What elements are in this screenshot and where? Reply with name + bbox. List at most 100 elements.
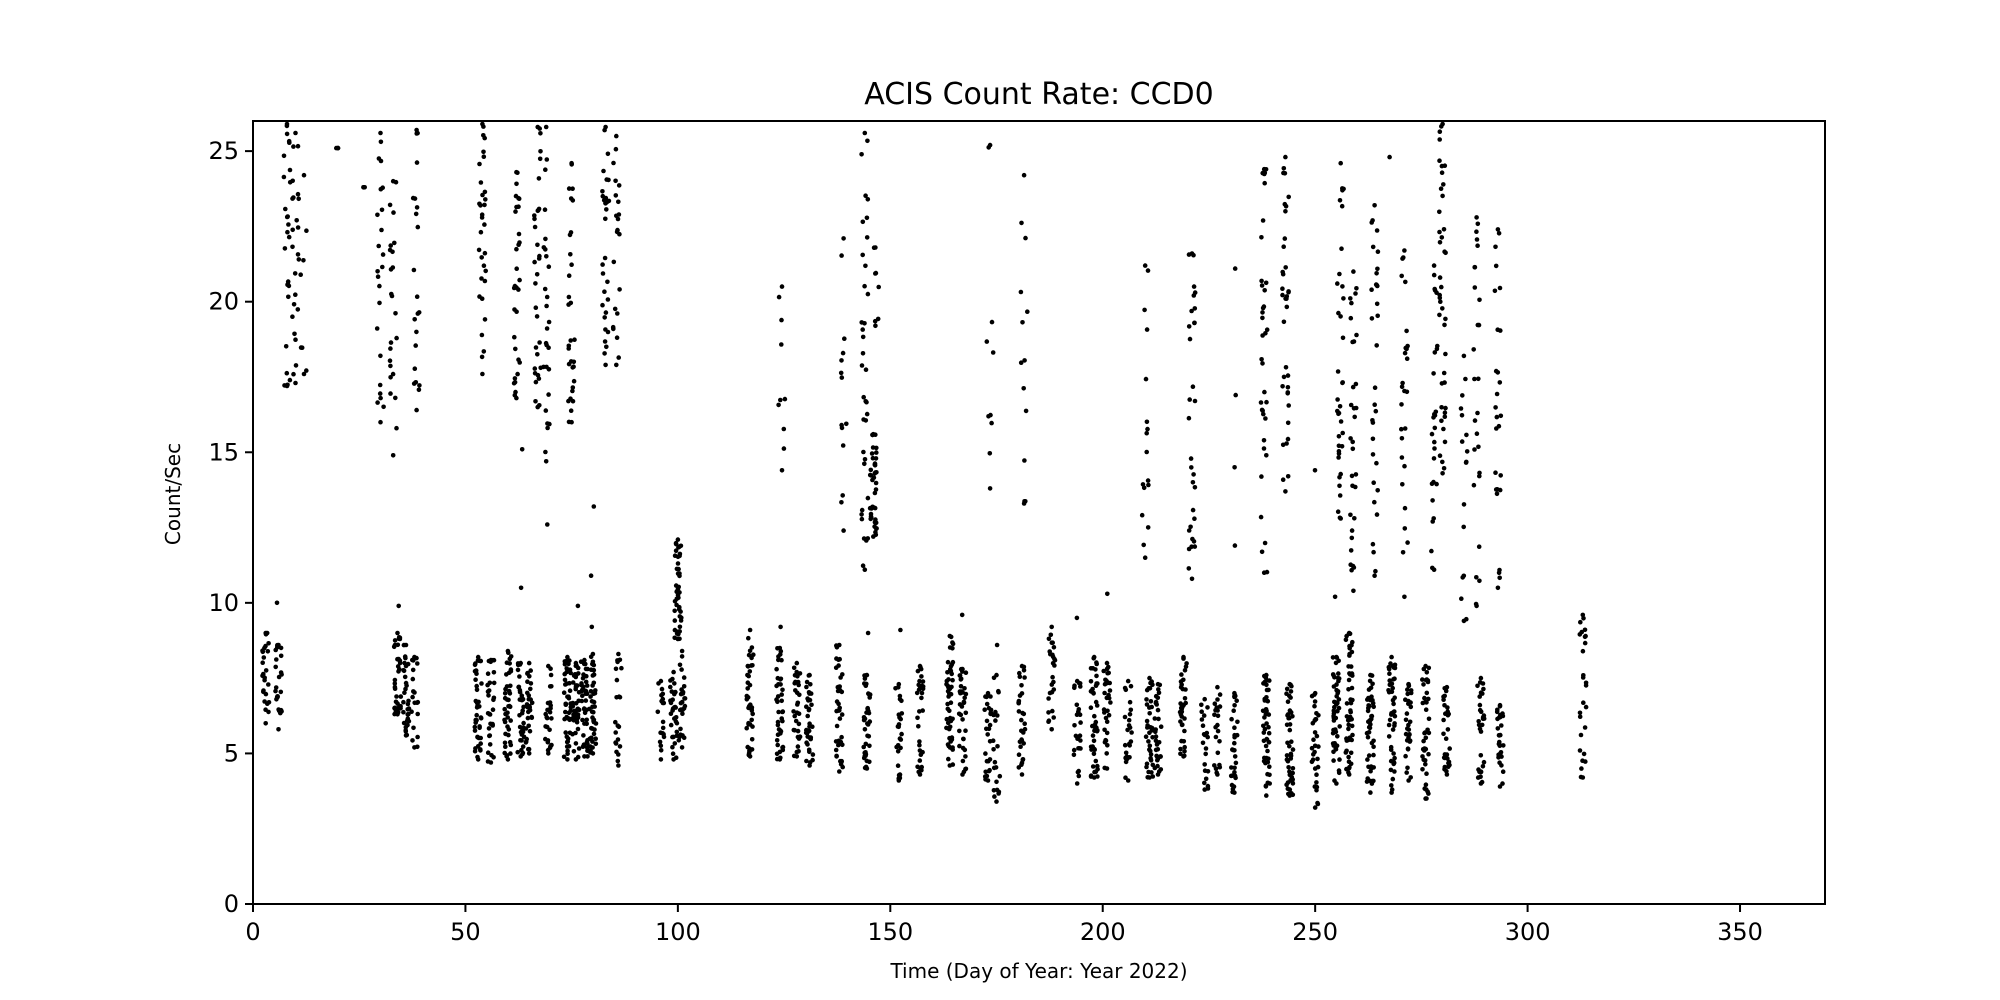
data-point-2602 xyxy=(1421,682,1426,687)
data-point-1802 xyxy=(1145,525,1151,530)
data-point-2674 xyxy=(1441,227,1447,232)
data-point-522 xyxy=(528,668,533,673)
y-tick-label-5: 5 xyxy=(224,739,239,767)
data-point-2360 xyxy=(1348,717,1353,722)
data-point-539 xyxy=(534,272,540,277)
data-point-2731 xyxy=(1444,684,1450,690)
data-point-1146 xyxy=(795,679,801,685)
data-point-2142 xyxy=(1282,171,1288,176)
data-point-343 xyxy=(478,203,483,208)
data-point-1612 xyxy=(1017,674,1023,679)
data-point-1610 xyxy=(1019,691,1025,696)
data-point-2301 xyxy=(1338,419,1344,424)
data-point-2860 xyxy=(1495,716,1500,722)
data-point-2583 xyxy=(1406,701,1411,706)
data-point-1320 xyxy=(865,705,870,711)
data-point-568 xyxy=(541,364,546,370)
data-point-2622 xyxy=(1421,757,1426,762)
data-point-1836 xyxy=(1147,686,1153,691)
data-point-2027 xyxy=(1232,266,1238,271)
data-point-1764 xyxy=(1104,660,1110,666)
data-point-2571 xyxy=(1408,704,1414,710)
data-point-2109 xyxy=(1264,678,1270,683)
data-point-1628 xyxy=(1022,458,1027,463)
data-point-1369 xyxy=(876,284,881,290)
data-point-2105 xyxy=(1265,780,1271,786)
data-point-2303 xyxy=(1341,296,1346,301)
data-point-2495 xyxy=(1387,671,1392,676)
data-point-2453 xyxy=(1370,436,1376,442)
data-point-247 xyxy=(409,709,414,714)
y-tick-label-10: 10 xyxy=(208,589,239,617)
data-point-2619 xyxy=(1424,771,1429,776)
data-point-283 xyxy=(472,662,478,668)
data-point-2673 xyxy=(1440,459,1445,465)
data-point-1474 xyxy=(950,677,955,683)
data-point-115 xyxy=(361,185,366,190)
data-point-874 xyxy=(614,229,620,235)
data-point-1468 xyxy=(945,670,950,675)
data-point-734 xyxy=(573,660,579,666)
data-point-2625 xyxy=(1426,716,1432,722)
data-point-844 xyxy=(602,255,608,261)
data-point-2654 xyxy=(1435,343,1440,349)
data-point-2 xyxy=(266,682,271,687)
data-point-1110 xyxy=(778,397,783,403)
data-point-866 xyxy=(610,324,616,330)
data-point-2537 xyxy=(1399,273,1404,279)
data-point-842 xyxy=(601,168,606,174)
data-point-1318 xyxy=(865,733,870,739)
data-point-488 xyxy=(520,750,526,756)
data-point-1603 xyxy=(1016,709,1022,714)
data-point-2061 xyxy=(1261,411,1266,417)
data-point-861 xyxy=(615,311,620,316)
data-point-2135 xyxy=(1280,292,1285,298)
data-point-2479 xyxy=(1374,228,1380,233)
data-point-2288 xyxy=(1339,246,1344,251)
data-point-2653 xyxy=(1434,481,1439,487)
data-point-1685 xyxy=(1074,615,1080,621)
data-point-612 xyxy=(546,751,551,756)
data-point-651 xyxy=(564,681,570,686)
data-point-1547 xyxy=(987,722,993,728)
data-point-79 xyxy=(293,292,298,298)
data-point-269 xyxy=(416,387,422,393)
data-point-1611 xyxy=(1022,675,1027,680)
data-point-2552 xyxy=(1403,279,1408,285)
data-point-0 xyxy=(263,668,269,673)
data-point-2104 xyxy=(1265,759,1271,765)
data-point-1678 xyxy=(1075,735,1081,741)
data-point-2585 xyxy=(1405,765,1410,771)
data-point-482 xyxy=(521,704,526,710)
data-point-1205 xyxy=(836,663,841,668)
data-point-2372 xyxy=(1348,296,1353,301)
data-point-1119 xyxy=(779,284,785,289)
data-point-1264 xyxy=(864,215,870,221)
data-point-1565 xyxy=(992,759,998,765)
data-point-2680 xyxy=(1441,182,1446,187)
data-point-2143 xyxy=(1284,296,1289,302)
data-point-1757 xyxy=(1104,666,1110,672)
data-point-1484 xyxy=(950,640,955,645)
data-point-2590 xyxy=(1423,735,1429,741)
data-point-981 xyxy=(673,548,679,553)
data-point-1743 xyxy=(1106,712,1112,718)
data-point-2150 xyxy=(1285,699,1291,704)
data-point-1730 xyxy=(1090,764,1096,769)
data-point-1949 xyxy=(1199,709,1204,714)
data-point-2168 xyxy=(1288,689,1294,694)
data-point-1051 xyxy=(746,722,751,727)
data-point-1524 xyxy=(959,612,965,618)
data-point-1907 xyxy=(1179,709,1185,714)
data-point-996 xyxy=(675,636,681,642)
data-point-1049 xyxy=(747,669,753,674)
data-point-2531 xyxy=(1402,526,1408,531)
data-point-2592 xyxy=(1420,767,1425,772)
data-point-116 xyxy=(378,395,383,401)
data-point-1820 xyxy=(1144,764,1149,770)
data-point-42 xyxy=(273,685,279,690)
data-point-455 xyxy=(514,169,519,175)
data-point-86 xyxy=(291,195,296,200)
data-point-1199 xyxy=(839,734,844,740)
